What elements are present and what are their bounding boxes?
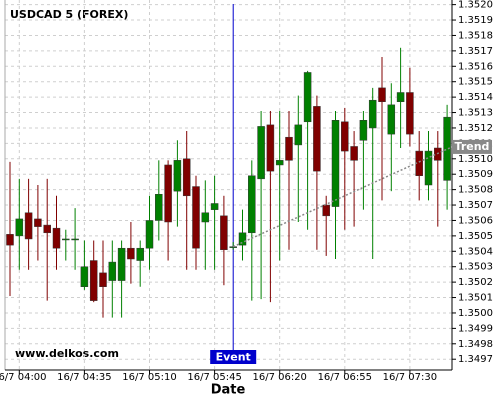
candle-body — [43, 224, 51, 234]
candle-body — [331, 120, 340, 207]
candle-body — [34, 218, 42, 227]
candle-body — [108, 261, 117, 281]
candle-body — [210, 203, 219, 210]
trend-box — [452, 139, 492, 154]
candle-body — [229, 246, 237, 248]
y-tick-label: 1.3508 — [458, 185, 493, 196]
candle-body — [238, 232, 247, 246]
candle-body — [294, 124, 303, 146]
candle-body — [173, 160, 182, 192]
x-tick-label: 16/7 04:00 — [0, 372, 47, 383]
candle-body — [406, 92, 414, 135]
candle-body — [266, 124, 275, 172]
candle-body — [424, 150, 433, 186]
y-tick-label: 1.3518 — [458, 30, 493, 41]
chart-title: USDCAD 5 (FOREX) — [10, 8, 128, 21]
candle-body — [378, 87, 386, 102]
candle-body — [350, 146, 358, 161]
y-tick-label: 1.3499 — [458, 323, 493, 334]
y-tick-label: 1.3512 — [458, 123, 493, 134]
candle-body — [387, 104, 396, 135]
marks — [6, 47, 451, 318]
x-tick-label: 16/7 05:10 — [122, 372, 176, 383]
candle-body — [220, 215, 228, 250]
y-tick-label: 1.3501 — [458, 293, 493, 304]
candle-body — [155, 194, 163, 221]
candle-body — [164, 164, 172, 223]
candle-body — [182, 158, 191, 197]
candle-body — [396, 92, 405, 102]
trend-line — [232, 146, 453, 248]
candle-body — [62, 238, 70, 241]
y-tick-label: 1.3498 — [458, 339, 493, 350]
candle-body — [201, 212, 210, 223]
candle-body — [24, 212, 33, 240]
x-tick-label: 16/7 07:30 — [383, 372, 437, 383]
candle-body — [368, 99, 377, 129]
candle-body — [341, 121, 349, 152]
candle-body — [359, 120, 368, 141]
x-tick-label: 16/7 05:45 — [187, 372, 241, 383]
y-tick-label: 1.3506 — [458, 215, 493, 226]
candle-body — [117, 247, 126, 281]
trend-label: Trend — [455, 140, 490, 153]
candle-body — [127, 247, 135, 260]
y-tick-label: 1.3505 — [458, 231, 493, 242]
candle-body — [322, 204, 330, 217]
y-tick-label: 1.3519 — [458, 15, 493, 26]
x-tick-label: 16/7 06:55 — [318, 372, 372, 383]
y-tick-label: 1.3503 — [458, 262, 493, 273]
y-tick-label: 1.3502 — [458, 277, 493, 288]
x-tick-label: 16/7 04:35 — [57, 372, 111, 383]
grid — [4, 0, 456, 374]
candle-body — [15, 218, 24, 237]
candle-body — [80, 266, 89, 288]
event-box — [210, 350, 257, 364]
candle-body — [275, 160, 284, 166]
y-tick-label: 1.3497 — [458, 354, 493, 365]
x-tick-label: 16/7 06:20 — [252, 372, 306, 383]
event-label: Event — [216, 351, 251, 364]
candle-body — [99, 272, 107, 287]
candle-body — [89, 260, 98, 301]
candle-body — [192, 186, 200, 249]
y-tick-label: 1.3504 — [458, 246, 493, 257]
y-tick-label: 1.3513 — [458, 108, 493, 119]
candle-body — [52, 227, 61, 249]
candle-body — [443, 116, 451, 181]
y-tick-label: 1.3517 — [458, 46, 493, 57]
watermark: www.delkos.com — [15, 347, 119, 360]
candle-body — [136, 247, 144, 261]
candle-body — [285, 136, 293, 161]
overlay: 1.3497 1.3498 1.3499 1.3500 1.3501 1.3502 1.35… — [0, 0, 493, 383]
candle-body — [313, 106, 321, 172]
y-tick-label: 1.3515 — [458, 77, 493, 88]
candle-body — [6, 234, 14, 246]
y-tick-label: 1.3516 — [458, 61, 493, 72]
candle-body — [303, 72, 312, 123]
y-tick-label: 1.3507 — [458, 200, 493, 211]
y-tick-label: 1.3509 — [458, 169, 493, 180]
x-axis-title: Date — [211, 383, 246, 398]
y-tick-label: 1.3510 — [458, 154, 493, 165]
y-tick-label: 1.3520 — [458, 0, 493, 11]
candle-body — [257, 126, 265, 180]
candle-body — [248, 175, 256, 234]
y-tick-label: 1.3514 — [458, 92, 493, 103]
y-tick-label: 1.3500 — [458, 308, 493, 319]
candle-body — [145, 220, 154, 249]
candle-body — [71, 238, 79, 241]
